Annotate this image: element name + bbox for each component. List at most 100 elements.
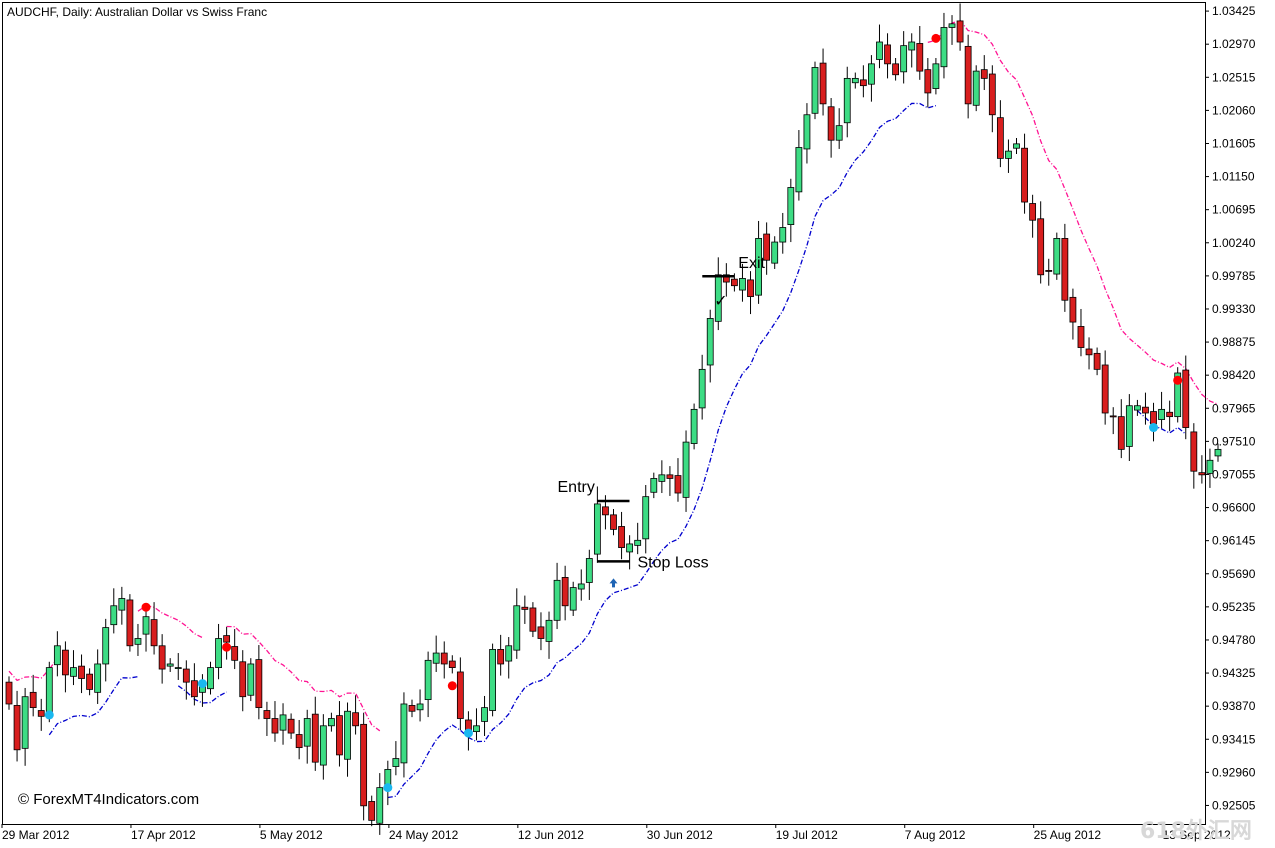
checkmark-icon: ✓ bbox=[714, 293, 727, 310]
y-tick-label: 1.02060 bbox=[1212, 103, 1256, 117]
candle-body bbox=[900, 45, 908, 73]
candle-body bbox=[658, 474, 666, 482]
buy-signal-dot bbox=[1149, 423, 1159, 433]
candle-body bbox=[835, 125, 843, 141]
candle-body bbox=[1069, 296, 1077, 323]
candle-body bbox=[440, 652, 448, 665]
candle-body bbox=[618, 526, 625, 548]
candle-body bbox=[1190, 431, 1198, 472]
candle-body bbox=[432, 652, 440, 664]
candle-body bbox=[319, 725, 327, 766]
candle-body bbox=[239, 661, 247, 698]
candle-body bbox=[932, 63, 940, 89]
candle-body bbox=[344, 710, 351, 760]
x-tick-label: 12 Jun 2012 bbox=[518, 828, 584, 842]
candle-body bbox=[819, 62, 827, 105]
candle-body bbox=[158, 645, 166, 670]
candle-body bbox=[569, 587, 577, 611]
candle-body bbox=[368, 801, 376, 821]
candle-body bbox=[1045, 270, 1053, 272]
candle-body bbox=[698, 368, 706, 409]
candle-body bbox=[45, 667, 53, 717]
candle-body bbox=[924, 69, 932, 94]
y-axis: 1.03425 1.02970 1.02515 1.02060 1.01605 1.011… bbox=[1205, 4, 1256, 812]
candle-body bbox=[481, 707, 488, 722]
candle-body bbox=[473, 725, 480, 733]
candle-body bbox=[336, 715, 343, 756]
candle-body bbox=[561, 577, 569, 607]
y-tick-label: 0.97510 bbox=[1212, 434, 1256, 448]
candle-body bbox=[1013, 143, 1020, 149]
candle-body bbox=[1093, 352, 1101, 370]
candle-body bbox=[376, 787, 384, 824]
candle-body bbox=[70, 667, 77, 677]
chart-title: AUDCHF, Daily: Australian Dollar vs Swis… bbox=[7, 5, 267, 19]
candle-body bbox=[851, 77, 859, 84]
candle-body bbox=[1150, 411, 1157, 425]
buy-signal-dot bbox=[197, 679, 207, 689]
candle-body bbox=[908, 41, 916, 51]
y-tick-label: 1.03425 bbox=[1212, 4, 1256, 18]
candle-body bbox=[787, 187, 795, 225]
lower-trend-line bbox=[48, 675, 139, 736]
plot-border bbox=[2, 2, 1206, 825]
upper-trend-line bbox=[226, 625, 381, 732]
candle-body bbox=[1142, 406, 1149, 414]
y-tick-label: 1.02970 bbox=[1212, 37, 1256, 51]
y-tick-label: 1.01150 bbox=[1212, 170, 1255, 184]
candle-body bbox=[843, 77, 851, 124]
candle-body bbox=[231, 646, 239, 661]
y-tick-label: 0.96600 bbox=[1212, 501, 1256, 515]
candle-body bbox=[892, 63, 899, 76]
candle-body bbox=[1085, 348, 1093, 356]
y-tick-label: 0.99785 bbox=[1212, 269, 1256, 283]
candle-body bbox=[940, 27, 948, 68]
candle-body bbox=[577, 583, 585, 590]
candle-body bbox=[1125, 405, 1133, 447]
candle-body bbox=[634, 539, 642, 546]
candle-body bbox=[521, 606, 529, 610]
candle-body bbox=[827, 106, 835, 141]
candle-body bbox=[86, 673, 93, 690]
candle-body bbox=[585, 558, 593, 583]
candle-body bbox=[771, 241, 779, 264]
candle-body bbox=[287, 718, 295, 734]
candle-body bbox=[360, 723, 368, 807]
y-tick-label: 0.94780 bbox=[1212, 633, 1256, 647]
signal-dots bbox=[44, 33, 1183, 793]
candle-body bbox=[29, 691, 37, 709]
candle-body bbox=[779, 227, 787, 243]
candle-body bbox=[602, 506, 609, 516]
candle-body bbox=[1021, 147, 1028, 203]
candle-body bbox=[650, 478, 658, 493]
entry-label: Entry bbox=[558, 479, 595, 496]
y-tick-label: 1.00240 bbox=[1212, 236, 1256, 250]
candle-body bbox=[1166, 411, 1174, 418]
candle-body bbox=[811, 67, 819, 114]
trade-annotations: Entry Stop Loss Exit ✓ bbox=[558, 255, 766, 588]
candle-body bbox=[53, 645, 61, 666]
candle-body bbox=[803, 114, 811, 150]
candle-body bbox=[1005, 150, 1012, 159]
candle-body bbox=[876, 41, 883, 60]
candle-body bbox=[731, 278, 738, 287]
y-tick-label: 0.97965 bbox=[1212, 401, 1256, 415]
candle-body bbox=[489, 649, 497, 711]
candle-body bbox=[37, 710, 45, 717]
candle-body bbox=[980, 69, 988, 79]
candle-body bbox=[142, 616, 150, 635]
copyright-text: © ForexMT4Indicators.com bbox=[18, 791, 199, 808]
y-tick-label: 1.02515 bbox=[1212, 70, 1256, 84]
candle-body bbox=[1134, 405, 1141, 411]
y-tick-label: 0.92960 bbox=[1212, 765, 1256, 779]
y-tick-label: 0.93415 bbox=[1212, 732, 1256, 746]
candle-body bbox=[553, 579, 561, 621]
candle-body bbox=[1109, 415, 1117, 418]
candle-body bbox=[134, 638, 142, 645]
candle-body bbox=[593, 503, 601, 555]
candle-body bbox=[207, 667, 214, 690]
y-tick-label: 0.95235 bbox=[1212, 600, 1256, 614]
candle-body bbox=[714, 274, 722, 322]
x-tick-label: 13 Sep 2012 bbox=[1163, 828, 1231, 842]
